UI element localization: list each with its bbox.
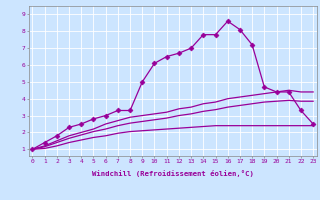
X-axis label: Windchill (Refroidissement éolien,°C): Windchill (Refroidissement éolien,°C) [92,170,254,177]
